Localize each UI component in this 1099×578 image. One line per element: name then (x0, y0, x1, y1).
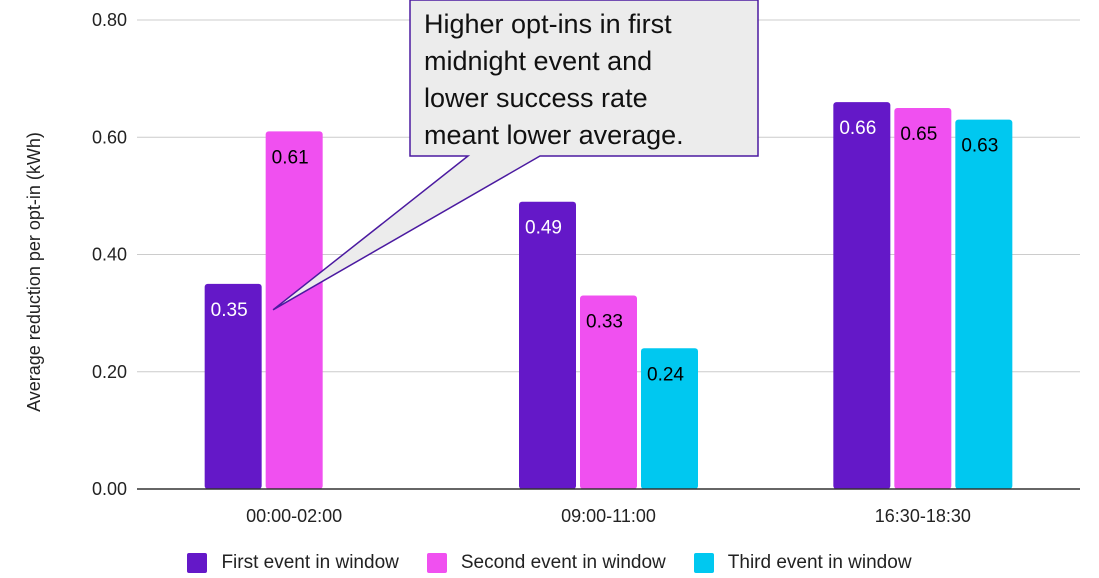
bar (894, 107, 952, 489)
legend-swatch-third (693, 553, 714, 573)
legend-label-first: First event in window (221, 552, 399, 573)
data-label: 0.35 (211, 300, 248, 321)
legend-item-third: Third event in window (693, 552, 912, 574)
bar (641, 348, 698, 489)
bar (265, 131, 323, 489)
x-tick-label: 00:00-02:00 (246, 506, 342, 526)
y-tick-label: 0.80 (92, 10, 127, 30)
y-tick-label: 0.60 (92, 127, 127, 147)
y-tick-label: 0.00 (92, 479, 127, 499)
legend-swatch-first (187, 553, 208, 573)
legend-label-third: Third event in window (727, 552, 912, 573)
data-label: 0.33 (586, 312, 623, 333)
bar (833, 102, 891, 489)
y-tick-label: 0.20 (92, 362, 127, 382)
bar (955, 119, 1013, 489)
y-axis-label: Average reduction per opt-in (kWh) (24, 132, 44, 412)
callout-text-line: midnight event and (424, 46, 652, 76)
legend-item-second: Second event in window (426, 552, 666, 574)
bar (580, 295, 637, 489)
callout-box (272, 0, 759, 311)
x-tick-label: 16:30-18:30 (875, 506, 971, 526)
y-tick-label: 0.40 (92, 245, 127, 265)
callout-text-line: Higher opt-ins in first (424, 9, 672, 39)
bar (204, 283, 262, 489)
data-label: 0.24 (647, 364, 684, 385)
data-label: 0.63 (961, 136, 998, 157)
callout-text-line: lower success rate (424, 83, 648, 113)
legend: First event in window Second event in wi… (0, 548, 1099, 578)
data-label: 0.61 (272, 147, 309, 168)
legend-swatch-second (426, 553, 447, 573)
bars: 0.35 0.61 0.49 0.33 0.24 0.66 0.65 0.63 (204, 102, 1013, 490)
data-label: 0.66 (839, 118, 876, 139)
data-label: 0.49 (525, 218, 562, 239)
x-tick-label: 09:00-11:00 (561, 506, 656, 526)
data-label: 0.65 (900, 124, 937, 145)
legend-item-first: First event in window (187, 552, 399, 574)
x-tick-labels: 00:00-02:00 09:00-11:00 16:30-18:30 (246, 506, 971, 526)
callout-text-line: meant lower average. (424, 120, 684, 150)
annotation-callout: Higher opt-ins in first midnight event an… (272, 0, 759, 311)
legend-label-second: Second event in window (460, 552, 666, 573)
bar (519, 201, 576, 490)
bar-chart: 0.00 0.20 0.40 0.60 0.80 Average reduction p… (24, 0, 1080, 526)
y-tick-labels: 0.00 0.20 0.40 0.60 0.80 (92, 10, 127, 499)
